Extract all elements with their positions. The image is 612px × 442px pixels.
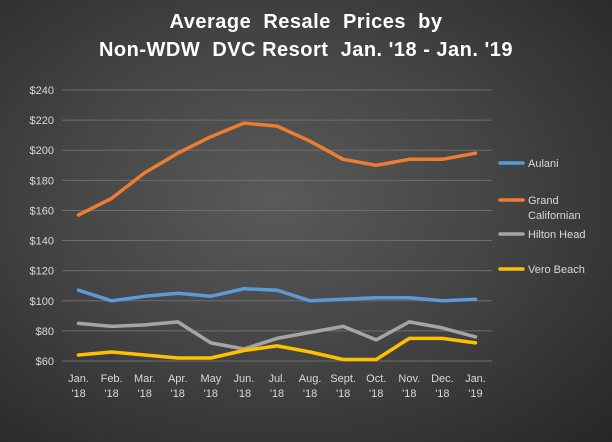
x-tick-label: Dec. [431,373,454,385]
data-point [275,124,279,128]
data-point [76,213,81,217]
y-tick-label: $200 [30,145,54,157]
data-point [341,157,345,161]
y-tick-label: $140 [30,236,54,248]
x-tick-label: '18 [336,388,350,400]
data-point [308,139,312,143]
data-point [275,344,279,348]
data-point [407,296,411,300]
data-point [407,336,411,341]
data-point [341,357,345,362]
y-tick-label: $160 [30,205,54,217]
data-point [110,196,114,200]
data-point [275,288,279,292]
x-tick-label: '18 [171,388,185,400]
data-point [176,291,180,295]
x-tick-label: '19 [468,388,482,400]
data-point [176,320,180,324]
x-tick-label: '18 [435,388,449,400]
data-point [275,336,279,341]
data-point [374,296,378,300]
y-tick-label: $60 [36,356,54,368]
x-tick-label: Oct. [366,373,386,385]
data-point [440,157,444,161]
y-tick-label: $100 [30,296,54,308]
x-tick-label: '18 [237,388,251,400]
data-point [407,320,411,324]
data-point [76,353,81,357]
y-tick-label: $240 [30,85,54,97]
data-point [242,287,246,291]
data-point [473,151,478,155]
data-point [110,299,114,303]
data-point [143,353,147,357]
x-tick-label: Jan. [68,373,89,385]
data-point [473,341,478,345]
data-point [473,297,478,301]
x-tick-label: '18 [402,388,416,400]
legend-label: Grand [528,195,559,207]
data-point [176,356,180,360]
x-tick-label: May [200,373,221,385]
x-tick-label: '18 [369,388,383,400]
chart-title-line-1: Average Resale Prices by [169,11,443,33]
x-tick-label: Aug. [299,373,322,385]
data-point [407,157,411,161]
data-point [76,288,81,292]
y-tick-label: $80 [36,326,54,338]
data-point [209,294,213,298]
data-point [308,330,312,334]
legend-label: Californian [528,210,581,222]
data-point [242,121,246,125]
x-tick-label: '18 [204,388,218,400]
legend-label: Vero Beach [528,264,585,276]
x-tick-label: Mar. [134,373,155,385]
series-line [76,336,478,362]
x-tick-label: '18 [303,388,317,400]
data-point [308,350,312,354]
x-tick-label: Sept. [330,373,356,385]
data-point [209,356,213,360]
chart-title: Average Resale Prices by Non-WDW DVC Res… [0,8,612,64]
data-point [374,163,378,167]
x-tick-label: Apr. [168,373,188,385]
x-tick-label: Jan. [465,373,486,385]
data-point [143,171,147,175]
data-point [143,294,147,298]
data-point [341,297,345,301]
y-tick-label: $220 [30,115,54,127]
legend-label: Hilton Head [528,229,585,241]
legend-label: Aulani [528,158,559,170]
data-point [473,335,478,339]
x-tick-label: Jul. [268,373,285,385]
x-tick-label: '18 [71,388,85,400]
data-point [374,338,378,342]
data-point [176,151,180,155]
chart-title-line-2: Non-WDW DVC Resort Jan. '18 - Jan. '19 [98,39,514,61]
data-point [76,321,81,325]
data-point [110,350,114,354]
y-tick-label: $180 [30,175,54,187]
x-tick-label: Jun. [234,373,255,385]
y-tick-label: $120 [30,266,54,278]
data-point [110,324,114,328]
data-point [143,323,147,327]
data-point [209,135,213,139]
x-tick-label: '18 [104,388,118,400]
x-tick-label: '18 [138,388,152,400]
x-tick-label: '18 [270,388,284,400]
data-point [374,357,378,362]
data-point [440,299,444,303]
x-tick-label: Feb. [101,373,123,385]
data-point [440,336,444,341]
series-line [76,121,478,217]
data-point [209,341,213,345]
data-point [308,299,312,303]
x-tick-label: Nov. [398,373,420,385]
data-point [242,348,246,353]
data-point [341,324,345,328]
data-point [440,326,444,330]
